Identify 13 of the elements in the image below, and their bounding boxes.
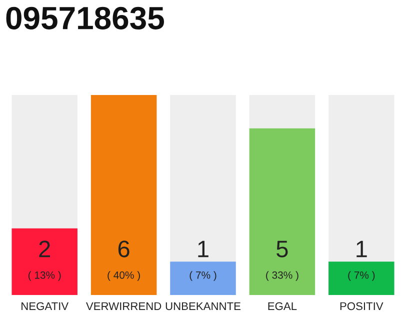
x-tick-label: EGAL (268, 302, 297, 310)
x-tick-label: POSITIV (340, 302, 384, 310)
x-tick-label: NEGATIV (22, 302, 69, 310)
data-label: 2 ( 13% ) (28, 240, 61, 281)
data-label: 6 ( 40% ) (108, 240, 140, 281)
bar (170, 262, 236, 295)
x-tick-label: VERWIRREND (86, 302, 162, 310)
data-label: 1 ( 7% ) (190, 240, 216, 281)
bar (328, 262, 394, 295)
data-label: 5 ( 33% ) (266, 240, 298, 281)
x-tick-label: UNBEKANNTE (166, 302, 240, 310)
chart-title: 095718635 (6, 6, 164, 30)
data-label: 1 ( 7% ) (348, 240, 375, 281)
